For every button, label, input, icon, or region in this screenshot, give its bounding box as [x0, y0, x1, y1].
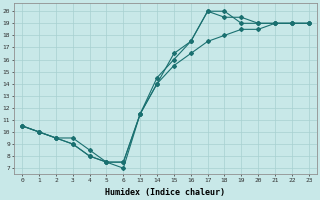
X-axis label: Humidex (Indice chaleur): Humidex (Indice chaleur) — [106, 188, 226, 197]
